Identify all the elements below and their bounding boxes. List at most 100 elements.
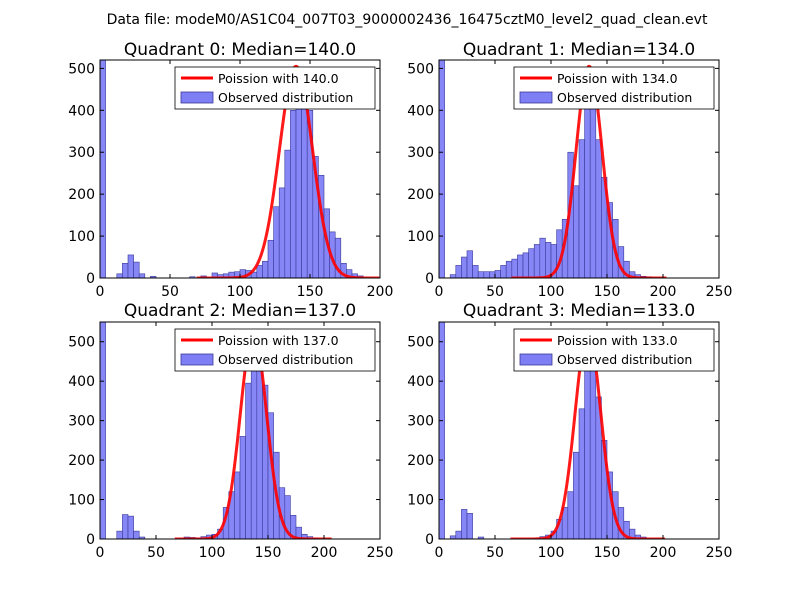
x-tick-label: 200 [311, 545, 338, 561]
histogram-bar [573, 185, 580, 278]
histogram-bar [301, 89, 308, 278]
legend-hist-swatch [519, 353, 553, 366]
subplot-quadrant-0: Quadrant 0: Median=140.0 0 50 100 150 200 0 10… [68, 40, 393, 300]
histogram-bar [122, 514, 129, 539]
histogram-bar [522, 252, 529, 278]
y-tick-label: 200 [407, 187, 434, 203]
legend-entry-observed: Observed distribution [218, 352, 353, 367]
subplot-quadrant-3: Quadrant 3: Median=133.0 0 50 100 150 200 250… [407, 301, 732, 561]
histogram-bar [578, 139, 585, 278]
histogram-bar [278, 187, 286, 278]
histogram-bar [439, 322, 445, 539]
y-tick-label: 200 [68, 453, 95, 469]
axes-frame [438, 321, 720, 540]
y-tick-label: 400 [68, 103, 95, 119]
subplot-title: Quadrant 3: Median=133.0 [463, 301, 695, 321]
legend-entry-fit: Poission with 137.0 [218, 333, 339, 348]
subplot-title: Quadrant 2: Median=137.0 [124, 301, 356, 321]
histogram-bar [489, 271, 496, 278]
histogram-bar [116, 273, 123, 278]
x-tick-label: 150 [594, 545, 621, 561]
legend-hist-swatch [519, 91, 553, 104]
legend-entry-fit: Poission with 133.0 [557, 333, 678, 348]
histogram-bar [517, 254, 524, 278]
x-tick-label: 100 [227, 284, 254, 300]
histogram-bar [472, 265, 479, 278]
histogram-bar [528, 248, 535, 278]
histogram-bar [116, 530, 123, 539]
y-tick-label: 300 [68, 145, 95, 161]
histogram-bar [284, 149, 291, 278]
histogram-bar [477, 271, 485, 278]
x-tick-label: 250 [706, 284, 733, 300]
x-tick-label: 200 [367, 284, 394, 300]
histogram-bar [267, 239, 274, 278]
subplot-title: Quadrant 0: Median=140.0 [124, 40, 356, 60]
suptitle: Data file: modeM0/AS1C04_007T03_90000024… [107, 12, 708, 28]
histogram-bar [455, 530, 462, 539]
y-tick-label: 300 [68, 414, 95, 430]
x-tick-label: 200 [650, 284, 677, 300]
histogram-bar [262, 260, 269, 278]
x-tick-label: 150 [594, 284, 621, 300]
histogram-bar [567, 491, 574, 539]
y-tick-label: 100 [68, 229, 95, 245]
legend-hist-swatch [180, 91, 214, 104]
x-tick-label: 0 [435, 284, 444, 300]
histogram-bar [483, 271, 490, 278]
y-tick-label: 200 [68, 187, 95, 203]
y-tick-label: 500 [407, 61, 434, 77]
y-tick-label: 500 [68, 61, 95, 77]
subplot-quadrant-1: Quadrant 1: Median=134.0 0 50 100 150 200 250… [407, 40, 732, 300]
histogram-bar [133, 530, 140, 539]
y-tick-label: 300 [407, 145, 434, 161]
histogram-bar [477, 536, 485, 539]
histogram-bar [133, 261, 140, 278]
histogram-bar [511, 258, 518, 278]
histogram-bar [245, 382, 252, 539]
histogram-bar [138, 273, 146, 278]
x-tick-label: 150 [255, 545, 282, 561]
histogram-bar [595, 139, 602, 278]
y-tick-label: 400 [407, 374, 434, 390]
histogram-bar [455, 265, 462, 278]
histogram-bar [539, 237, 546, 278]
histogram-bar [584, 80, 591, 278]
x-tick-label: 100 [538, 545, 565, 561]
histogram-bar [505, 260, 513, 278]
y-tick-label: 400 [68, 374, 95, 390]
x-tick-label: 0 [96, 284, 105, 300]
x-tick-label: 100 [538, 284, 565, 300]
histogram-bar [138, 536, 146, 539]
x-tick-label: 250 [367, 545, 394, 561]
histogram-bar [150, 276, 157, 278]
histogram-bar [234, 471, 241, 539]
histogram-bar [100, 60, 106, 278]
histogram-bar [189, 276, 196, 278]
x-tick-label: 250 [706, 545, 733, 561]
subplot-title: Quadrant 1: Median=134.0 [463, 40, 695, 60]
y-tick-label: 400 [407, 103, 434, 119]
histogram-bar [533, 244, 541, 278]
y-tick-label: 100 [68, 493, 95, 509]
histogram-bar [439, 60, 445, 278]
x-tick-label: 50 [486, 284, 504, 300]
histogram-bar [100, 322, 106, 539]
legend-entry-observed: Observed distribution [557, 352, 692, 367]
histogram-bar [573, 451, 580, 539]
legend-entry-fit: Poission with 140.0 [218, 71, 339, 86]
axes-frame [99, 321, 381, 540]
histogram-bar [461, 509, 468, 539]
x-tick-label: 50 [486, 545, 504, 561]
axes-frame [438, 59, 720, 279]
y-tick-label: 0 [425, 271, 434, 287]
x-tick-label: 150 [297, 284, 324, 300]
legend-hist-swatch [180, 353, 214, 366]
y-tick-label: 0 [86, 271, 95, 287]
histogram-bar [461, 256, 468, 278]
y-tick-label: 100 [407, 229, 434, 245]
x-tick-label: 50 [147, 545, 165, 561]
histogram-bar [584, 361, 591, 539]
y-tick-label: 500 [68, 335, 95, 351]
